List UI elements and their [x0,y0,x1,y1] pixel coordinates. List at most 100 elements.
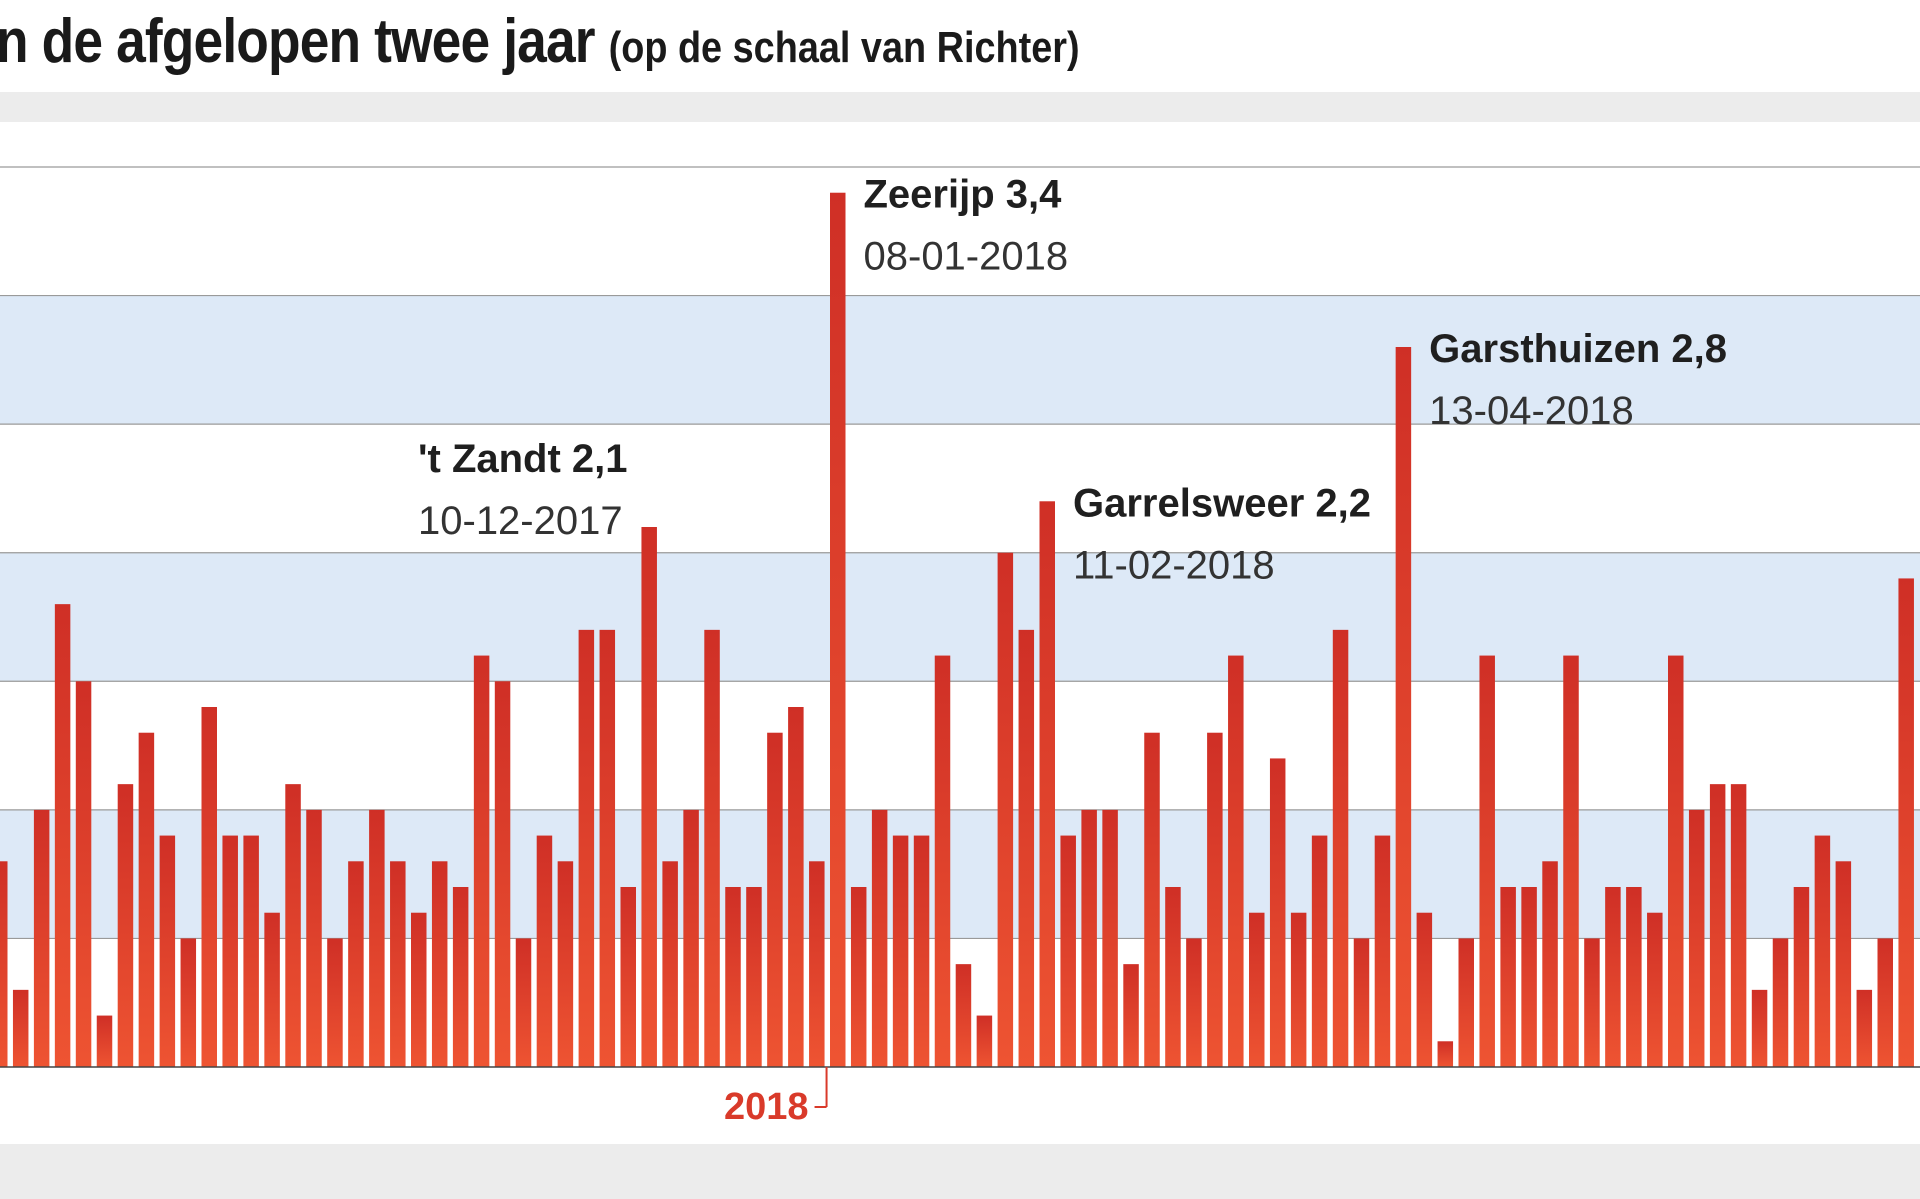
bar [536,835,553,1067]
bar [830,192,846,1067]
bar [1395,347,1412,1067]
bar [1500,887,1516,1067]
bar [1856,989,1873,1067]
bar [620,887,636,1067]
bar [850,887,867,1067]
bar [683,809,699,1067]
bar [1584,938,1600,1067]
annotation-name: Zeerijp 3,4 [864,173,1063,217]
bar-chart: 't Zandt 2,1 10-12-2017 Zeerijp 3,4 08-01-2… [0,166,1920,1128]
bar [1688,809,1705,1067]
bar [1437,1041,1454,1067]
year-marker-label: 2018 [724,1086,809,1128]
bar [1165,887,1181,1067]
bar [411,912,427,1067]
bar [243,835,259,1067]
bar [976,1015,993,1067]
bar [725,887,741,1067]
bar [1207,732,1223,1067]
bar [1186,938,1202,1067]
bar [997,552,1014,1067]
bar [1626,887,1642,1067]
bar [1898,578,1914,1067]
bar [746,887,762,1067]
chart-title-main: n de afgelopen twee jaar [0,7,596,76]
bar [54,604,71,1067]
bar [1228,655,1244,1067]
bar [557,861,574,1067]
bar [0,861,8,1067]
bar [222,835,238,1067]
bar [75,681,92,1067]
bar [1730,784,1747,1067]
bar [33,809,50,1067]
annotation-name: Garsthuizen 2,8 [1429,327,1727,371]
bar [369,809,385,1067]
bar [1835,861,1852,1067]
bar [1353,938,1370,1067]
bar [1458,938,1474,1067]
bar [599,629,616,1067]
bar [1374,835,1391,1067]
bar [1814,835,1831,1067]
annotation-name: Garrelsweer 2,2 [1073,481,1371,525]
bar [138,732,155,1067]
bar [809,861,825,1067]
annotation-date: 11-02-2018 [1073,543,1275,587]
bar [96,1015,113,1067]
annotation-date: 08-01-2018 [864,235,1069,279]
bar [1102,809,1118,1067]
bar [285,784,301,1067]
bar [12,989,29,1067]
shaded-band [0,295,1920,425]
bar [1249,912,1265,1067]
bar [1521,887,1537,1067]
bar [494,681,511,1067]
bar [1081,809,1097,1067]
bar [641,527,657,1067]
bar [201,707,217,1067]
bar [1018,629,1035,1067]
chart-title-sub: (op de schaal van Richter) [608,23,1080,72]
bar [1793,887,1810,1067]
bar [180,938,197,1067]
bar [767,732,783,1067]
annotation-name: 't Zandt 2,1 [418,437,628,481]
bar [264,912,280,1067]
title-band: n de afgelopen twee jaar (op de schaal v… [0,0,1920,92]
bar [327,938,343,1067]
bar [871,809,888,1067]
bar [1563,655,1579,1067]
bar [1772,938,1789,1067]
bar [473,655,490,1067]
bar [1751,989,1768,1067]
shaded-band [0,552,1920,682]
bar [515,938,532,1067]
bar [452,887,469,1067]
chart-panel: 't Zandt 2,1 10-12-2017 Zeerijp 3,4 08-01-2… [0,122,1920,1144]
bar [1605,887,1621,1067]
bar [1877,938,1893,1067]
bar [1647,912,1663,1067]
bar [1060,835,1076,1067]
bar [1269,758,1286,1067]
annotation-date: 10-12-2017 [418,499,623,543]
bar [1479,655,1495,1067]
bar [1416,912,1433,1067]
bar [1542,861,1558,1067]
bar [662,861,678,1067]
bar [1332,629,1349,1067]
bar [913,835,930,1067]
bar [1709,784,1726,1067]
bar [1144,732,1160,1067]
chart-title: n de afgelopen twee jaar (op de schaal v… [0,6,1080,77]
bar [1311,835,1328,1067]
bar [1668,655,1684,1067]
bar [788,707,804,1067]
bar [934,655,951,1067]
bar [390,861,406,1067]
bar [1290,912,1307,1067]
bar [1123,964,1139,1067]
bar [1039,501,1055,1067]
annotation-date: 13-04-2018 [1429,389,1634,433]
